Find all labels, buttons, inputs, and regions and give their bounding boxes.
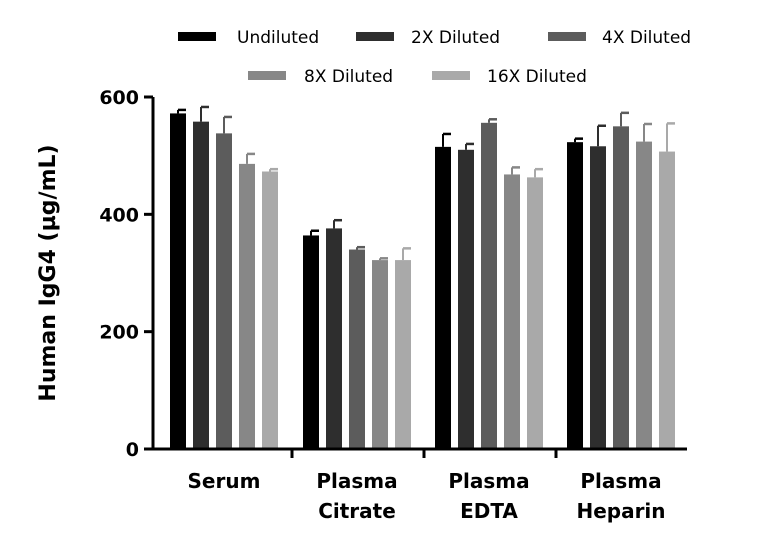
bar-2-4 — [527, 177, 543, 449]
bar-2-0 — [435, 146, 451, 449]
bar-3-1 — [590, 146, 606, 449]
bar-1-3 — [372, 260, 388, 449]
bar-1-4 — [395, 260, 411, 449]
bar-0-3 — [239, 163, 255, 449]
legend-label-2: 4X Diluted — [602, 28, 691, 48]
error-bars-group — [177, 105, 675, 261]
category-label-2-1: EDTA — [460, 499, 518, 523]
legend-swatch-4 — [432, 71, 470, 80]
category-label-3-0: Plasma — [580, 469, 661, 493]
bar-1-2 — [349, 249, 365, 449]
legend: Undiluted 2X Diluted 4X Diluted 8X Diluted 1… — [178, 28, 691, 87]
bar-0-2 — [216, 133, 232, 449]
bar-2-1 — [458, 149, 474, 450]
legend-label-3: 8X Diluted — [304, 67, 393, 87]
axes-group: 0 200 400 600 Serum Plasma Citrate Plasma EDTA Pl… — [99, 87, 687, 523]
bar-1-0 — [303, 235, 319, 449]
y-tick-label-1: 200 — [99, 322, 139, 344]
category-label-1-1: Citrate — [318, 499, 396, 523]
y-tick-label-3: 600 — [99, 87, 139, 109]
bar-1-1 — [326, 228, 342, 449]
legend-swatch-2 — [548, 32, 586, 41]
legend-label-0: Undiluted — [237, 28, 319, 48]
bar-0-4 — [262, 171, 278, 450]
bar-2-2 — [481, 122, 497, 450]
category-label-1-0: Plasma — [316, 469, 397, 493]
bar-3-0 — [567, 142, 583, 449]
bar-3-2 — [613, 126, 629, 449]
bar-3-4 — [659, 151, 675, 449]
bar-0-0 — [170, 113, 186, 449]
y-tick-label-2: 400 — [99, 204, 139, 226]
y-tick-label-0: 0 — [126, 439, 139, 461]
bar-0-1 — [193, 121, 209, 449]
category-label-0-0: Serum — [188, 469, 261, 493]
legend-label-1: 2X Diluted — [411, 28, 500, 48]
y-axis-title: Human IgG4 (µg/mL) — [36, 144, 61, 401]
bar-2-3 — [504, 174, 520, 449]
category-label-2-0: Plasma — [448, 469, 529, 493]
category-label-3-1: Heparin — [576, 499, 665, 523]
legend-swatch-3 — [248, 71, 286, 80]
bars-group — [170, 113, 675, 450]
legend-swatch-1 — [356, 32, 394, 41]
legend-label-4: 16X Diluted — [487, 67, 587, 87]
bar-3-3 — [636, 141, 652, 449]
legend-swatch-0 — [178, 32, 216, 41]
